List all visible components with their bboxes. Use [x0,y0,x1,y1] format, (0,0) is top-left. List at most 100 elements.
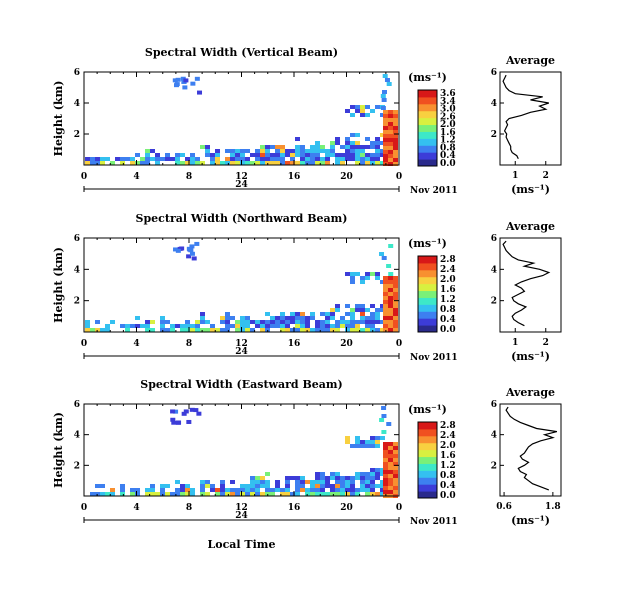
x-tick-label: 12 [235,503,248,513]
heatmap-cell [345,476,350,480]
heatmap-cell [370,272,375,276]
heatmap-cell [305,324,310,328]
heatmap-cell [150,484,155,488]
heatmap-cell [130,161,135,165]
heatmap-cell [225,488,230,492]
heatmap-cell [350,444,355,448]
heatmap-cell [383,450,388,454]
y-tick-label: 4 [74,431,80,441]
heatmap-cell [355,149,360,153]
heatmap-cell [355,436,360,440]
heatmap-cell [330,328,335,332]
heatmap-cell [330,316,335,320]
heatmap-cell [290,328,295,332]
y-tick-label: 4 [74,99,80,109]
heatmap-cell [270,153,275,157]
colorbar-swatch [418,269,437,278]
heatmap-cell [315,320,320,324]
heatmap-cell [350,276,355,280]
heatmap-cell [155,153,160,157]
heatmap-cell [200,320,205,324]
colorbar-tick-label: 0.8 [440,143,456,153]
heatmap-cell [350,492,355,496]
colorbar-swatch [418,283,437,292]
heatmap-cell [285,476,290,480]
heatmap-cell [393,474,398,478]
heatmap-cell [150,320,155,324]
heatmap-cell [345,436,350,440]
heatmap-cell [95,320,100,324]
heatmap-cell [220,488,225,492]
heatmap-cell [345,137,350,141]
heatmap-cell [335,488,340,492]
heatmap-cell [355,304,360,308]
heatmap-cell [85,324,90,328]
heatmap-cell [360,276,365,280]
heatmap-cell [335,472,340,476]
heatmap-cell [393,450,398,454]
heatmap-cell [340,492,345,496]
heatmap-cell [265,145,270,149]
heatmap-cell [280,149,285,153]
heatmap-cell [320,480,325,484]
heatmap-cell [230,157,235,161]
heatmap-cell [190,157,195,161]
heatmap-cell [365,444,370,448]
heatmap-cell [345,272,350,276]
heatmap-cell [255,476,260,480]
heatmap-cell [310,488,315,492]
heatmap-cell [388,272,394,276]
heatmap-cell [383,478,388,482]
heatmap-cell [285,492,290,496]
heatmap-cell [305,157,310,161]
heatmap-cell [383,324,388,328]
heatmap-cell [225,492,230,496]
heatmap-cell [172,78,178,83]
heatmap-cell [380,468,385,472]
heatmap-cell [365,308,370,312]
heatmap-cell [350,320,355,324]
colorbar-swatch [418,428,437,437]
colorbar-tick-label: 1.2 [440,295,456,305]
heatmap-cell [383,288,388,292]
average-x-axis-label: (ms⁻¹) [511,514,550,527]
heatmap-cell [170,328,175,332]
heatmap-cell [250,328,255,332]
heatmap-cell [245,484,250,488]
heatmap-cell [105,328,110,332]
heatmap-cell [270,157,275,161]
heatmap-cell [388,312,393,316]
heatmap-cell [265,472,270,476]
heatmap-cell [285,320,290,324]
heatmap-cell [375,440,380,444]
heatmap-cell [380,161,385,165]
heatmap-cell [345,157,350,161]
x-axis-label: Local Time [208,538,276,551]
heatmap-cell [285,153,290,157]
heatmap-cell [375,149,380,153]
heatmap-cell [320,312,325,316]
heatmap-cell [210,484,215,488]
heatmap-cell [190,324,195,328]
heatmap-cell [100,484,105,488]
heatmap-cell [110,492,115,496]
heatmap-cell [210,328,215,332]
heatmap-cell [393,284,398,288]
heatmap-cell [285,480,290,484]
heatmap-cell [220,480,225,484]
colorbar-tick-label: 0.4 [440,315,456,325]
heatmap-cell [393,276,398,280]
heatmap-cell [145,324,150,328]
heatmap-cell [305,320,310,324]
heatmap-cell [340,153,345,157]
heatmap-cell [260,320,265,324]
heatmap-cell [393,114,398,118]
heatmap-cell [393,316,398,320]
heatmap-cell [215,157,220,161]
heatmap-cell [275,157,280,161]
heatmap-cell [171,420,177,425]
heatmap-cell [190,492,195,496]
heatmap-cell [290,320,295,324]
heatmap-cell [170,409,176,414]
heatmap-cell [230,316,235,320]
